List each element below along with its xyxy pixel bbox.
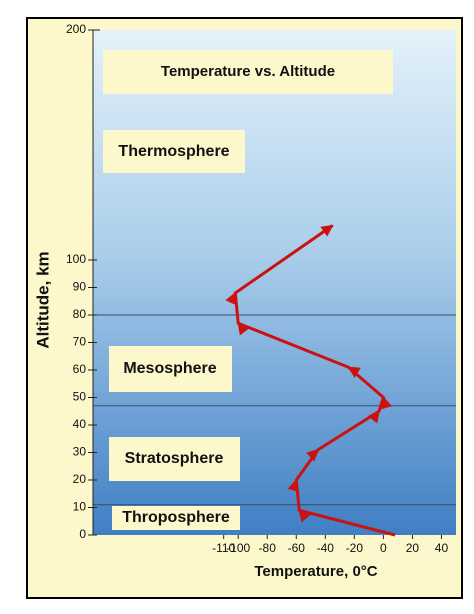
y-tick-label: 90 (73, 280, 87, 294)
x-tick-label: 20 (406, 541, 420, 555)
x-tick-label: -100 (226, 541, 250, 555)
label-box (103, 130, 245, 173)
x-tick-label: -110 (212, 541, 235, 555)
x-tick-label: 0 (380, 541, 387, 555)
label-box (109, 346, 232, 392)
y-tick-label: 60 (73, 362, 87, 376)
y-tick-label: 80 (73, 307, 87, 321)
y-tick-label: 40 (73, 417, 87, 431)
y-tick-label: 50 (73, 390, 87, 404)
y-tick-label: 10 (73, 500, 87, 514)
y-tick-label: 20 (73, 472, 87, 486)
y-tick-label: 100 (66, 252, 86, 266)
line (225, 224, 396, 537)
y-tick-label: 30 (73, 445, 87, 459)
region-label: Mesosphere (123, 360, 216, 377)
x-tick-label: -40 (317, 541, 335, 555)
title-box (103, 50, 393, 94)
y-tick-label: 0 (79, 527, 86, 541)
label-box (112, 506, 240, 530)
region-label: Stratosphere (125, 450, 224, 467)
y-tick-label: 70 (73, 335, 87, 349)
y-tick-label: 200 (66, 22, 86, 36)
chart-title: Temperature vs. Altitude (161, 63, 335, 80)
region-label: Throposphere (122, 509, 230, 526)
x-axis-label: Temperature, 0°C (254, 563, 377, 580)
y-axis-label: Altitude, km (33, 251, 52, 348)
x-tick-label: 40 (435, 541, 449, 555)
x-tick-label: -80 (259, 541, 277, 555)
region-label: Thermosphere (118, 143, 229, 160)
label-box (109, 437, 240, 481)
x-tick-label: -20 (346, 541, 364, 555)
x-tick-label: -60 (288, 541, 306, 555)
